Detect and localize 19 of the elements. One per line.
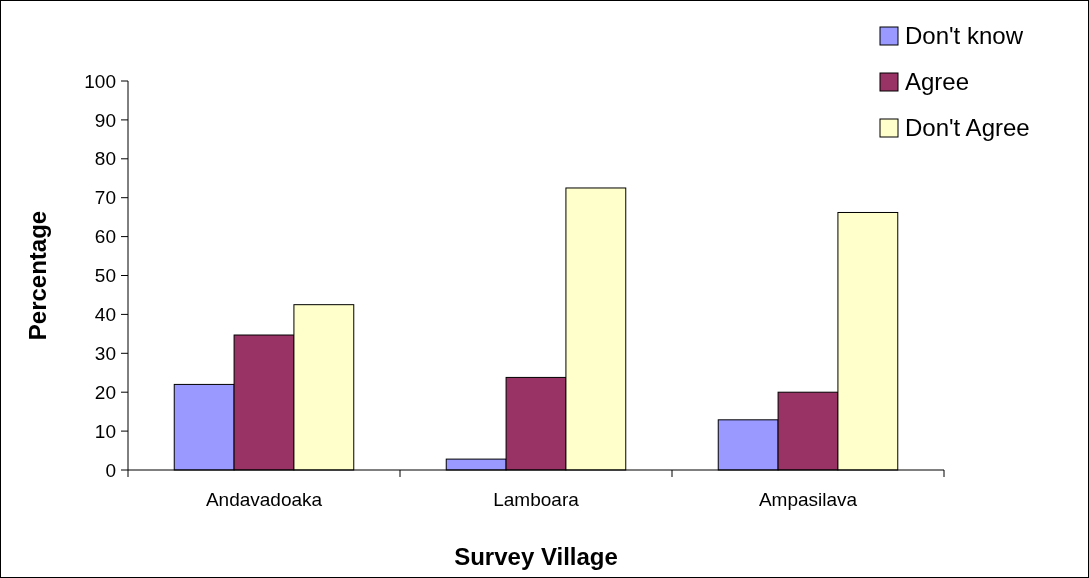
y-tick-label: 70 — [94, 187, 116, 209]
y-tick-label: 80 — [94, 148, 116, 170]
x-tick-label: Lamboara — [493, 489, 580, 510]
y-tick-label: 90 — [94, 109, 116, 131]
y-tick-label: 0 — [105, 459, 116, 481]
y-tick-label: 60 — [94, 226, 116, 248]
y-tick-label: 50 — [94, 265, 116, 287]
y-tick-label: 40 — [94, 304, 116, 326]
legend-label: Agree — [905, 68, 970, 96]
x-tick-label: Andavadoaka — [205, 489, 323, 510]
x-tick-label: Ampasilava — [758, 489, 858, 510]
y-tick-label: 10 — [94, 420, 116, 442]
legend-label: Don't know — [905, 22, 1024, 50]
y-tick-label: 100 — [84, 70, 116, 92]
x-axis-title: Survey Village — [454, 543, 618, 570]
y-tick-label: 30 — [94, 342, 116, 364]
y-tick-label: 20 — [94, 381, 116, 403]
legend-label: Don't Agree — [905, 114, 1030, 142]
y-axis-title: Percentage — [24, 210, 51, 341]
